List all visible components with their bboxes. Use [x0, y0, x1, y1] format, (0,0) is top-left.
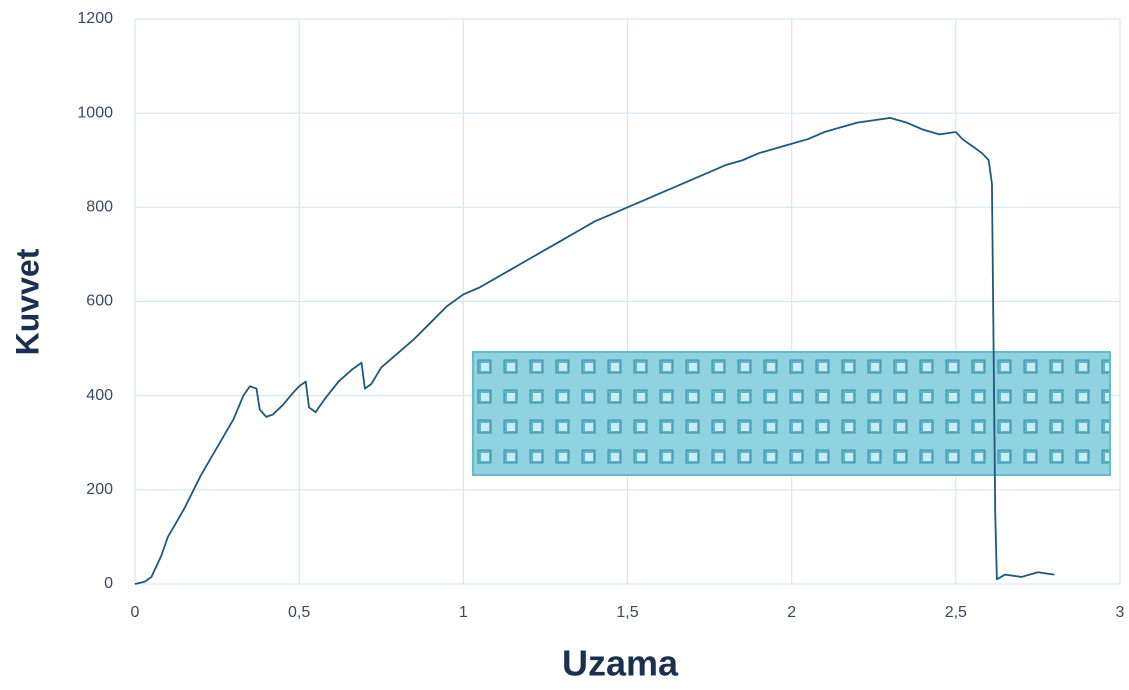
x-tick-label: 1,5	[616, 604, 638, 621]
y-tick-label: 400	[86, 387, 113, 404]
x-tick-label: 1	[459, 604, 468, 621]
y-axis-title: Kuvvet	[9, 248, 45, 355]
x-tick-label: 3	[1116, 604, 1125, 621]
y-tick-label: 800	[86, 199, 113, 216]
x-tick-label: 0	[131, 604, 140, 621]
x-tick-label: 2	[787, 604, 796, 621]
y-tick-label: 600	[86, 293, 113, 310]
x-tick-label: 0,5	[288, 604, 310, 621]
data-line	[134, 116, 1055, 585]
y-tick-label: 200	[86, 481, 113, 498]
x-axis-title: Uzama	[562, 643, 679, 684]
inset-image	[472, 351, 1111, 476]
x-tick-label: 2,5	[945, 604, 967, 621]
y-tick-label: 0	[104, 575, 113, 592]
y-tick-label: 1200	[77, 10, 113, 27]
y-tick-label: 1000	[77, 104, 113, 121]
